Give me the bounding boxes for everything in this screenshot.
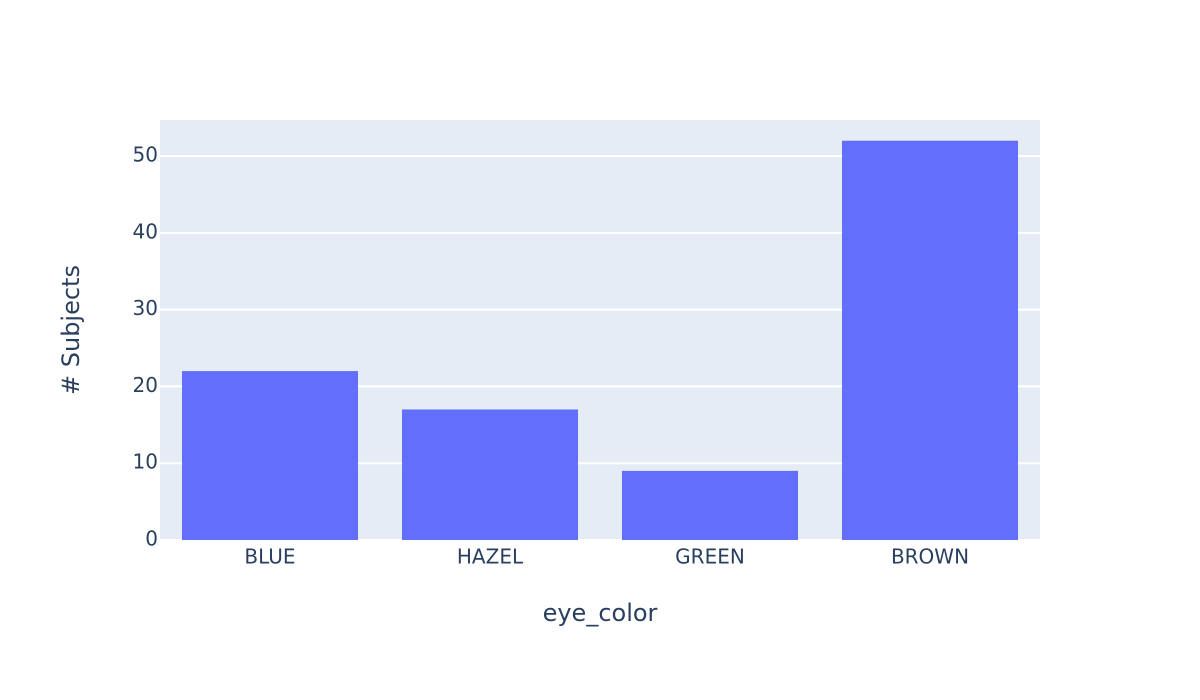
x-tick-label: BLUE: [244, 545, 295, 569]
y-tick-label: 40: [133, 219, 158, 243]
y-tick-label: 50: [133, 143, 158, 167]
bar: [842, 140, 1018, 540]
x-axis-title: eye_color: [543, 599, 658, 627]
x-tick-label: BROWN: [891, 545, 969, 569]
x-tick-label: HAZEL: [457, 545, 524, 569]
x-tick-label: GREEN: [675, 545, 745, 569]
bar: [402, 409, 578, 540]
y-tick-label: 0: [145, 527, 158, 551]
y-tick-label: 10: [133, 450, 158, 474]
bar: [622, 470, 798, 540]
y-axis-title: # Subjects: [57, 265, 85, 395]
y-tick-label: 30: [133, 296, 158, 320]
y-tick-label: 20: [133, 373, 158, 397]
bar: [182, 371, 358, 540]
